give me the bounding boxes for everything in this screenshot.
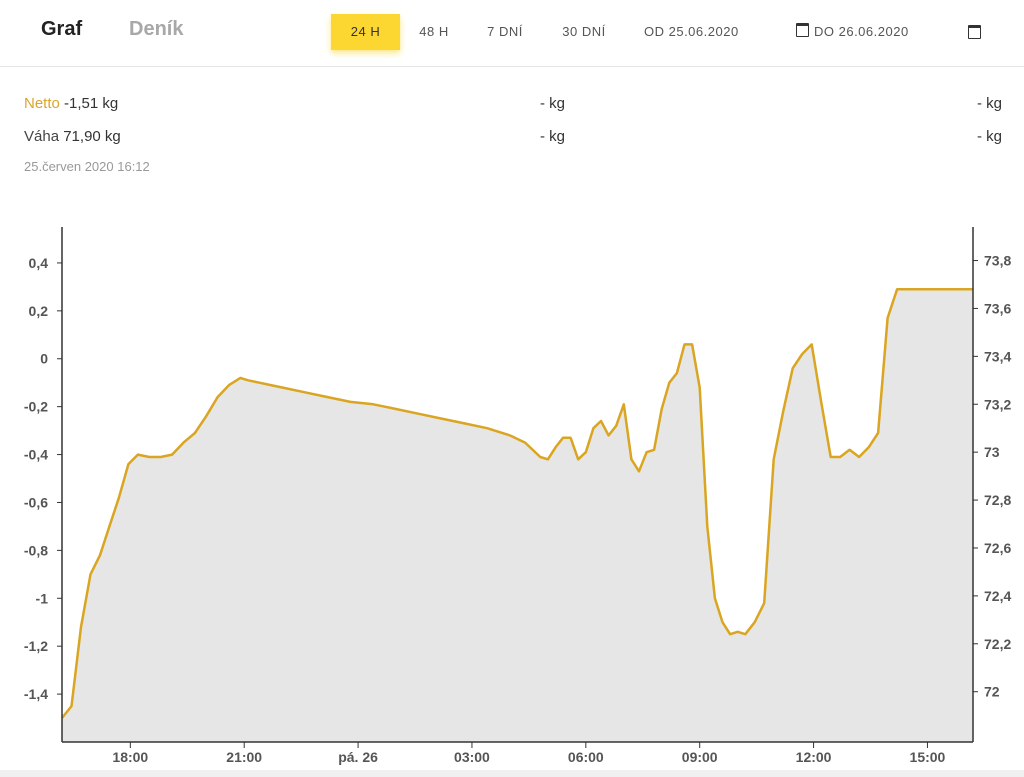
- x-tick-label: 06:00: [568, 749, 604, 765]
- readout-timestamp: 25.červen 2020 16:12: [24, 159, 150, 174]
- x-tick-label: 03:00: [454, 749, 490, 765]
- y-right-tick-label: 72,4: [984, 588, 1011, 604]
- y-left-tick-label: -1,4: [24, 686, 48, 702]
- tab-denik[interactable]: Deník: [129, 18, 184, 40]
- y-left-tick-label: -0,4: [24, 447, 48, 463]
- y-left-tick-label: -0,2: [24, 399, 48, 415]
- netto-col3-value: - kg: [977, 95, 1003, 112]
- y-right-tick-label: 72,6: [984, 540, 1011, 556]
- date-from-field[interactable]: OD 25.06.2020: [644, 14, 739, 50]
- y-left-tick-label: -0,6: [24, 494, 48, 510]
- netto-label: Netto: [24, 95, 60, 112]
- tab-graf[interactable]: Graf: [41, 18, 83, 40]
- vaha-col2-value: - kg: [540, 128, 566, 145]
- y-left-tick-label: 0,4: [29, 255, 49, 271]
- bottom-bar: [0, 770, 1024, 777]
- netto-col2-value: - kg: [540, 95, 566, 112]
- y-left-tick-label: 0: [40, 351, 48, 367]
- range-48h-button[interactable]: 48 H: [419, 24, 449, 39]
- netto-value: -1,51 kg: [64, 95, 119, 112]
- y-left-tick-label: -1: [36, 590, 49, 606]
- y-right-tick-label: 72: [984, 684, 1000, 700]
- range-30d-button[interactable]: 30 DNÍ: [562, 24, 606, 39]
- x-tick-label: 09:00: [682, 749, 718, 765]
- y-left-tick-label: -0,8: [24, 542, 48, 558]
- y-right-tick-label: 72,8: [984, 492, 1011, 508]
- y-left-tick-label: -1,2: [24, 638, 48, 654]
- y-right-tick-label: 72,2: [984, 636, 1011, 652]
- calendar-icon[interactable]: [968, 25, 981, 39]
- y-right-tick-label: 73,2: [984, 396, 1011, 412]
- series-line: [61, 288, 973, 719]
- weight-chart: 0,4 0,2 0 -0,2 -0,4 -0,6 -0,8 -1 -1,2 -1,4 73,8 73,…: [24, 227, 1011, 765]
- calendar-icon: [796, 23, 809, 37]
- x-tick-label: pá. 26: [338, 749, 378, 765]
- date-to-field[interactable]: DO 26.06.2020: [796, 14, 909, 50]
- series-area: [62, 289, 973, 742]
- y-right-tick-label: 73,6: [984, 300, 1011, 316]
- vaha-label: Váha: [24, 128, 60, 145]
- y-right-tick-label: 73,4: [984, 348, 1011, 364]
- y-right-tick-label: 73: [984, 444, 1000, 460]
- range-7d-button[interactable]: 7 DNÍ: [487, 24, 523, 39]
- x-tick-label: 18:00: [112, 749, 148, 765]
- x-tick-label: 21:00: [226, 749, 262, 765]
- netto-readout: Netto -1,51 kg: [24, 95, 118, 112]
- top-bar: Graf Deník 24 H 48 H 7 DNÍ 30 DNÍ OD 25.…: [0, 0, 1024, 67]
- vaha-readout: Váha 71,90 kg: [24, 128, 121, 145]
- vaha-col3-value: - kg: [977, 128, 1003, 145]
- x-tick-label: 15:00: [910, 749, 946, 765]
- y-right-tick-label: 73,8: [984, 253, 1011, 269]
- date-from-label: OD 25.06.2020: [644, 24, 739, 39]
- date-to-label: DO 26.06.2020: [814, 24, 909, 39]
- vaha-value: 71,90 kg: [63, 128, 121, 145]
- range-24h-button[interactable]: 24 H: [331, 14, 400, 50]
- x-tick-label: 12:00: [796, 749, 832, 765]
- y-left-tick-label: 0,2: [29, 303, 49, 319]
